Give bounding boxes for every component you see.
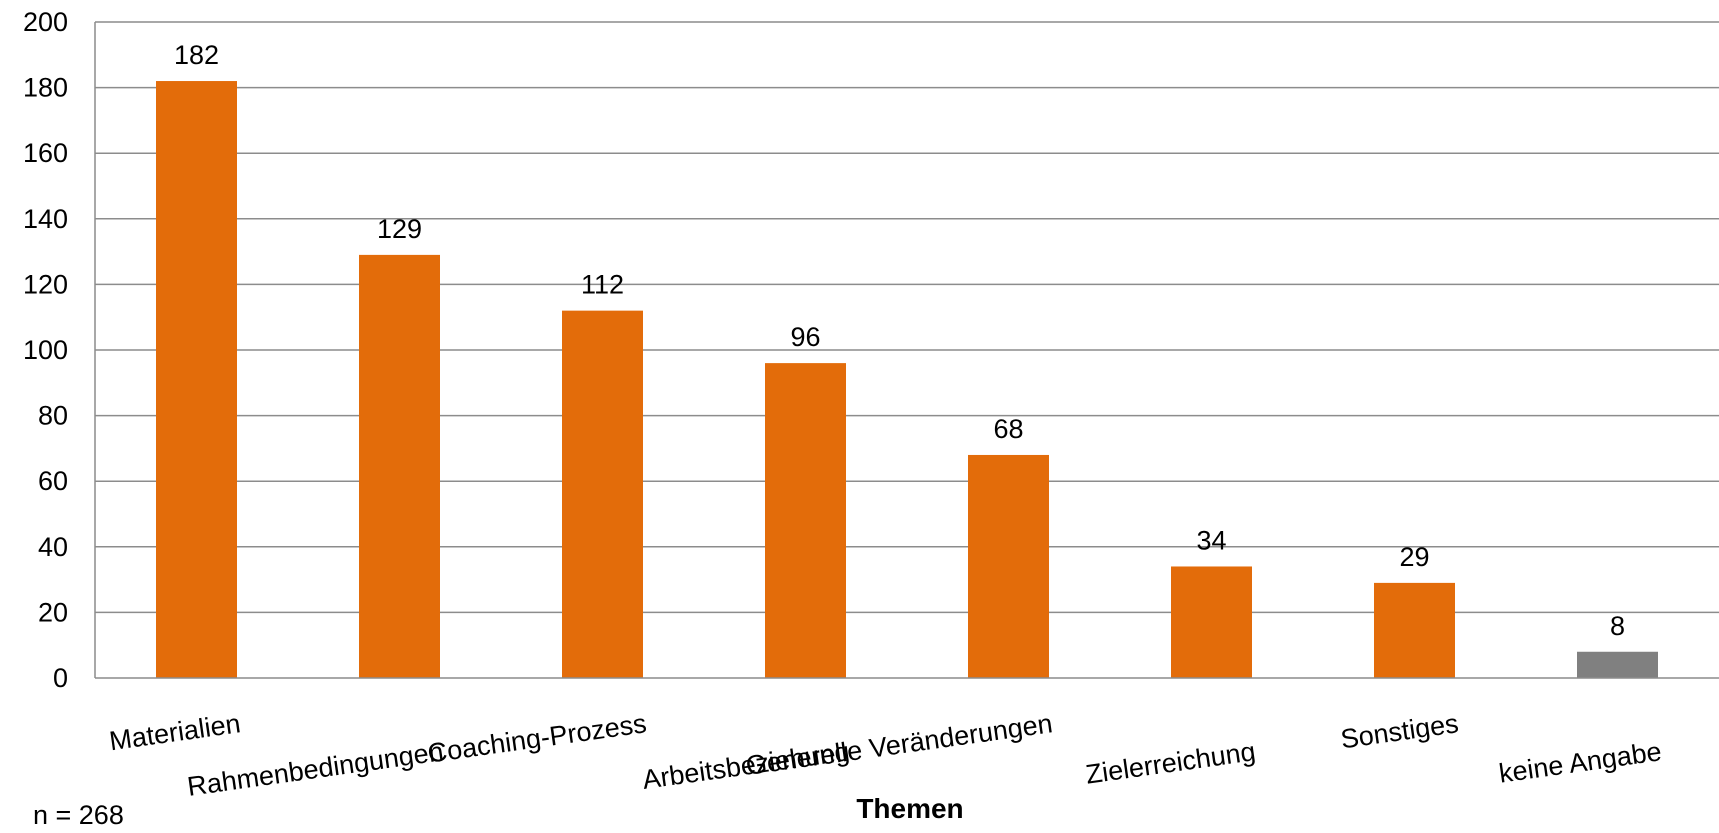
bar-6 [1374, 582, 1455, 678]
x-axis-title: Themen [856, 793, 963, 824]
bar-7 [1577, 651, 1658, 678]
y-tick-label: 140 [23, 204, 68, 234]
data-label: 34 [1196, 525, 1226, 555]
y-tick-label: 40 [38, 532, 68, 562]
y-tick-label: 200 [23, 7, 68, 37]
x-category-label: Generelle Veränderungen [744, 708, 1054, 781]
y-tick-label: 60 [38, 466, 68, 496]
x-category-label: keine Angabe [1497, 736, 1663, 788]
y-tick-label: 180 [23, 73, 68, 103]
y-tick-label: 160 [23, 138, 68, 168]
data-label: 96 [790, 322, 820, 352]
y-tick-label: 80 [38, 401, 68, 431]
bar-1 [359, 254, 440, 678]
x-category-label: Sonstiges [1339, 708, 1461, 754]
x-category-label: Rahmenbedingungen [185, 736, 445, 802]
bar-3 [765, 363, 846, 678]
bar-0 [156, 81, 237, 679]
y-tick-label: 20 [38, 597, 68, 627]
x-category-label: Materialien [107, 708, 242, 756]
sample-size-note: n = 268 [33, 800, 124, 830]
y-tick-label: 0 [53, 663, 68, 693]
bar-5 [1171, 566, 1252, 678]
bar-2 [562, 310, 643, 678]
x-category-label: Zielerreichung [1084, 736, 1258, 790]
axes [94, 22, 1719, 679]
data-label: 29 [1399, 542, 1429, 572]
bars [156, 81, 1658, 679]
data-label: 129 [377, 214, 422, 244]
x-category-label: Coaching-Prozess [426, 708, 649, 768]
data-label: 68 [993, 414, 1023, 444]
data-label: 8 [1610, 611, 1625, 641]
bar-4 [968, 454, 1049, 678]
y-tick-label: 120 [23, 269, 68, 299]
gridlines [95, 21, 1719, 614]
data-label: 112 [581, 270, 624, 300]
data-label: 182 [174, 40, 219, 70]
y-tick-label: 100 [23, 335, 68, 365]
